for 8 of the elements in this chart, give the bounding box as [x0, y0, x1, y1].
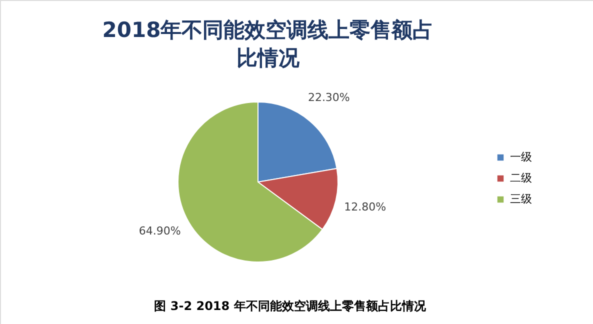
- caption: 图 3-2 2018 年不同能效空调线上零售额占比情况: [154, 299, 427, 313]
- data-label: 12.80%: [344, 200, 386, 214]
- legend-label: 三级: [510, 192, 532, 206]
- data-label: 22.30%: [308, 90, 350, 104]
- legend-label: 二级: [510, 172, 532, 184]
- data-label: 64.90%: [138, 224, 181, 238]
- legend-label: 一级: [510, 150, 532, 164]
- chart-title: 2018年不同能效空调线上零售额占比情况: [102, 18, 434, 70]
